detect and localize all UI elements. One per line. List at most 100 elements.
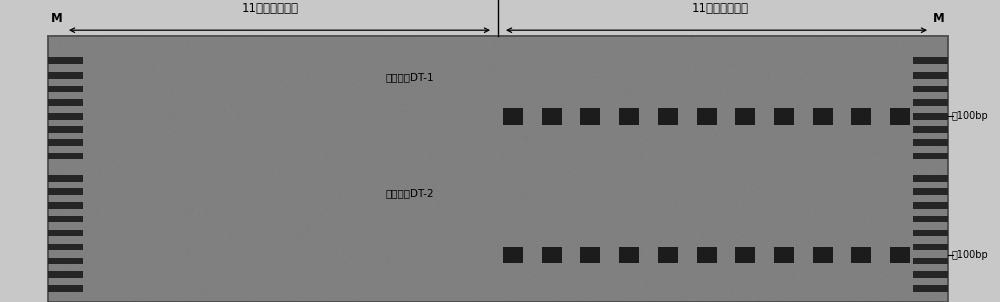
Point [652, 229, 668, 233]
Point [640, 98, 656, 102]
Point [745, 289, 761, 294]
Point [821, 54, 837, 59]
Point [589, 119, 605, 124]
Point [731, 132, 747, 137]
Point [795, 109, 811, 114]
Point [409, 254, 425, 259]
Point [674, 285, 690, 290]
Point [144, 226, 160, 231]
Point [394, 200, 410, 205]
Point [526, 293, 542, 297]
Point [147, 62, 163, 66]
Point [293, 126, 309, 131]
Point [283, 80, 299, 85]
Point [83, 221, 99, 226]
Point [323, 148, 339, 153]
Point [382, 291, 398, 296]
Point [763, 263, 779, 268]
Point [465, 159, 481, 164]
Point [209, 192, 225, 197]
Point [162, 55, 178, 59]
Point [509, 245, 525, 249]
Point [724, 290, 740, 295]
Point [239, 36, 255, 41]
Point [917, 152, 933, 157]
Point [130, 259, 146, 264]
Point [572, 157, 588, 162]
Point [801, 238, 817, 243]
Point [89, 47, 105, 51]
Point [430, 171, 446, 175]
Point [338, 175, 354, 180]
Point [366, 165, 382, 170]
Point [546, 134, 562, 139]
Point [894, 291, 910, 296]
Point [769, 298, 785, 302]
Point [111, 208, 127, 213]
Point [108, 285, 124, 290]
Point [111, 102, 127, 107]
Point [497, 41, 513, 46]
Point [791, 292, 807, 297]
Point [487, 67, 503, 72]
Point [128, 140, 144, 145]
Point [539, 85, 555, 89]
Point [79, 136, 95, 141]
Point [389, 223, 405, 227]
Point [109, 163, 125, 168]
Point [169, 251, 185, 256]
Point [204, 132, 220, 137]
Point [194, 128, 210, 133]
Point [281, 226, 297, 231]
Point [684, 256, 700, 261]
Point [807, 272, 823, 277]
Point [89, 181, 105, 186]
Point [430, 239, 446, 243]
Point [655, 151, 671, 156]
Point [102, 57, 118, 62]
Point [879, 296, 895, 301]
Point [154, 234, 170, 239]
Point [438, 88, 454, 93]
Point [742, 271, 758, 275]
Point [190, 260, 206, 265]
Point [409, 140, 425, 145]
Point [425, 258, 441, 263]
Point [779, 155, 795, 160]
Point [215, 180, 231, 185]
Point [581, 289, 597, 294]
Point [770, 217, 786, 221]
Point [736, 151, 752, 156]
Point [869, 268, 885, 273]
Point [80, 73, 96, 78]
Point [826, 243, 842, 248]
Point [617, 90, 633, 95]
Point [748, 132, 764, 137]
Point [539, 275, 555, 279]
Point [773, 52, 789, 56]
Point [292, 97, 308, 102]
Point [154, 287, 170, 292]
Point [181, 199, 197, 204]
Point [747, 120, 763, 124]
Point [203, 87, 219, 92]
Point [672, 151, 688, 156]
Point [475, 208, 491, 213]
Point [903, 182, 919, 187]
Point [889, 90, 905, 95]
Point [664, 254, 680, 259]
Point [633, 252, 649, 257]
Point [831, 261, 847, 265]
Point [491, 272, 507, 277]
Point [349, 91, 365, 96]
Point [135, 296, 151, 300]
Point [738, 156, 754, 161]
Point [161, 138, 177, 143]
Bar [48, 139, 83, 146]
Point [774, 203, 790, 208]
Point [420, 118, 436, 123]
Point [326, 212, 342, 217]
Point [812, 120, 828, 125]
Point [449, 239, 465, 243]
Point [830, 46, 846, 51]
